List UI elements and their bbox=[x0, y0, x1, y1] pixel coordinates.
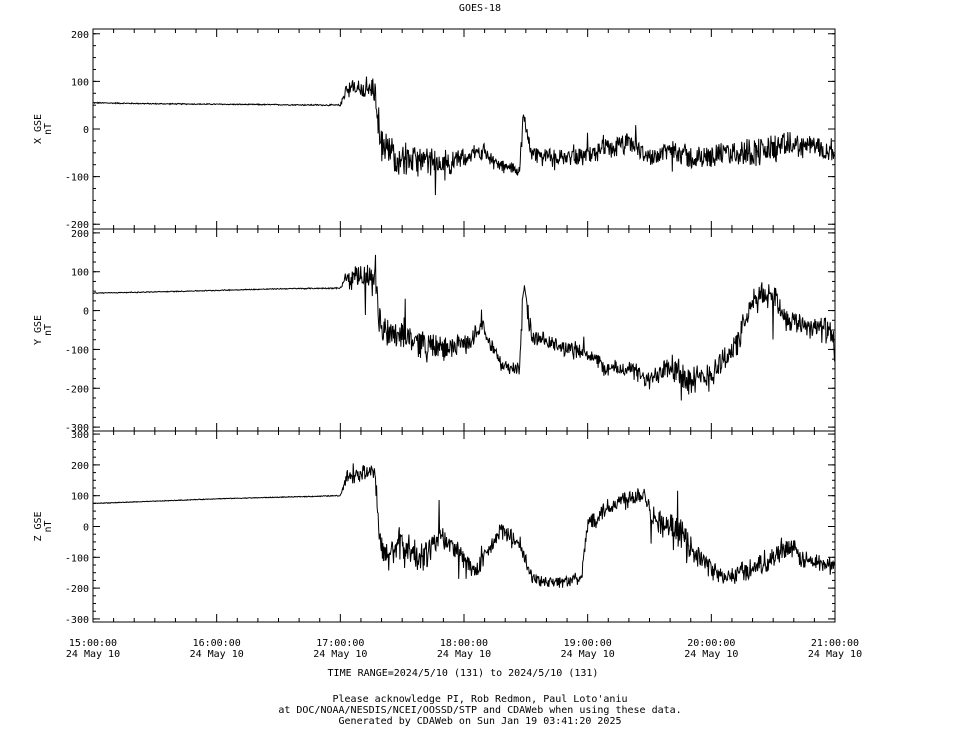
x-tick-label-date: 24 May 10 bbox=[190, 649, 244, 660]
y-tick-label: 0 bbox=[83, 125, 89, 136]
footer-ack: Please acknowledge PI, Rob Redmon, Paul … bbox=[332, 694, 628, 705]
series-line-3 bbox=[92, 463, 836, 588]
y-tick-label: 200 bbox=[71, 461, 89, 472]
series-line-2 bbox=[93, 254, 836, 401]
panel-2: -300 -200 -100 0 100 200 Y GSE nT bbox=[33, 228, 836, 434]
y-tick-label: -100 bbox=[65, 553, 89, 564]
y-axis-label: Y GSE bbox=[33, 315, 44, 345]
x-tick-label-time: 21:00:00 bbox=[811, 638, 859, 649]
panel-frame bbox=[92, 430, 836, 623]
footer-ack-2: at DOC/NOAA/NESDIS/NCEI/OOSSD/STP and CD… bbox=[278, 705, 682, 716]
panel-1: -200 -100 0 100 200 X GSE nT bbox=[33, 28, 836, 231]
x-tick-label-date: 24 May 10 bbox=[808, 649, 862, 660]
x-tick-label-time: 18:00:00 bbox=[440, 638, 488, 649]
y-tick-label: -100 bbox=[65, 173, 89, 184]
y-tick-label: 300 bbox=[71, 430, 89, 441]
x-tick-label-time: 15:00:00 bbox=[69, 638, 117, 649]
y-tick-label: 0 bbox=[83, 523, 89, 534]
x-tick-label-time: 17:00:00 bbox=[316, 638, 364, 649]
y-tick-label: -200 bbox=[65, 220, 89, 231]
x-tick-label-date: 24 May 10 bbox=[561, 649, 615, 660]
y-tick-label: -200 bbox=[65, 384, 89, 395]
footer-generated: Generated by CDAWeb on Sun Jan 19 03:41:… bbox=[338, 716, 622, 727]
panel-frame bbox=[92, 28, 836, 230]
y-tick-label: 100 bbox=[71, 268, 89, 279]
y-tick-label: 100 bbox=[71, 77, 89, 88]
chart-title: GOES-18 bbox=[459, 3, 501, 14]
y-axis-unit: nT bbox=[43, 324, 54, 336]
y-axis-unit: nT bbox=[43, 520, 54, 532]
panel-3: -300 -200 -100 0 100 200 300 Z GSE nT bbox=[33, 430, 836, 626]
x-tick-label-date: 24 May 10 bbox=[684, 649, 738, 660]
y-tick-label: -100 bbox=[65, 345, 89, 356]
x-tick-label-date: 24 May 10 bbox=[437, 649, 491, 660]
series-line-1 bbox=[92, 76, 835, 196]
x-tick-label-time: 20:00:00 bbox=[687, 638, 735, 649]
x-tick-label-time: 16:00:00 bbox=[193, 638, 241, 649]
y-tick-label: 100 bbox=[71, 492, 89, 503]
panel-frame bbox=[92, 228, 836, 432]
y-axis-label: X GSE bbox=[33, 114, 44, 144]
x-tick-label-time: 19:00:00 bbox=[564, 638, 612, 649]
y-tick-label: -300 bbox=[65, 615, 89, 626]
y-tick-label: 200 bbox=[71, 229, 89, 240]
x-tick-label-date: 24 May 10 bbox=[313, 649, 367, 660]
x-tick-label-date: 24 May 10 bbox=[66, 649, 120, 660]
y-axis-unit: nT bbox=[43, 123, 54, 135]
y-tick-label: 200 bbox=[71, 30, 89, 41]
y-axis-label: Z GSE bbox=[33, 511, 44, 541]
y-tick-label: 0 bbox=[83, 307, 89, 318]
y-tick-label: -200 bbox=[65, 584, 89, 595]
time-range-label: TIME RANGE=2024/5/10 (131) to 2024/5/10 … bbox=[328, 668, 599, 679]
y-tick-label: -300 bbox=[65, 423, 89, 434]
